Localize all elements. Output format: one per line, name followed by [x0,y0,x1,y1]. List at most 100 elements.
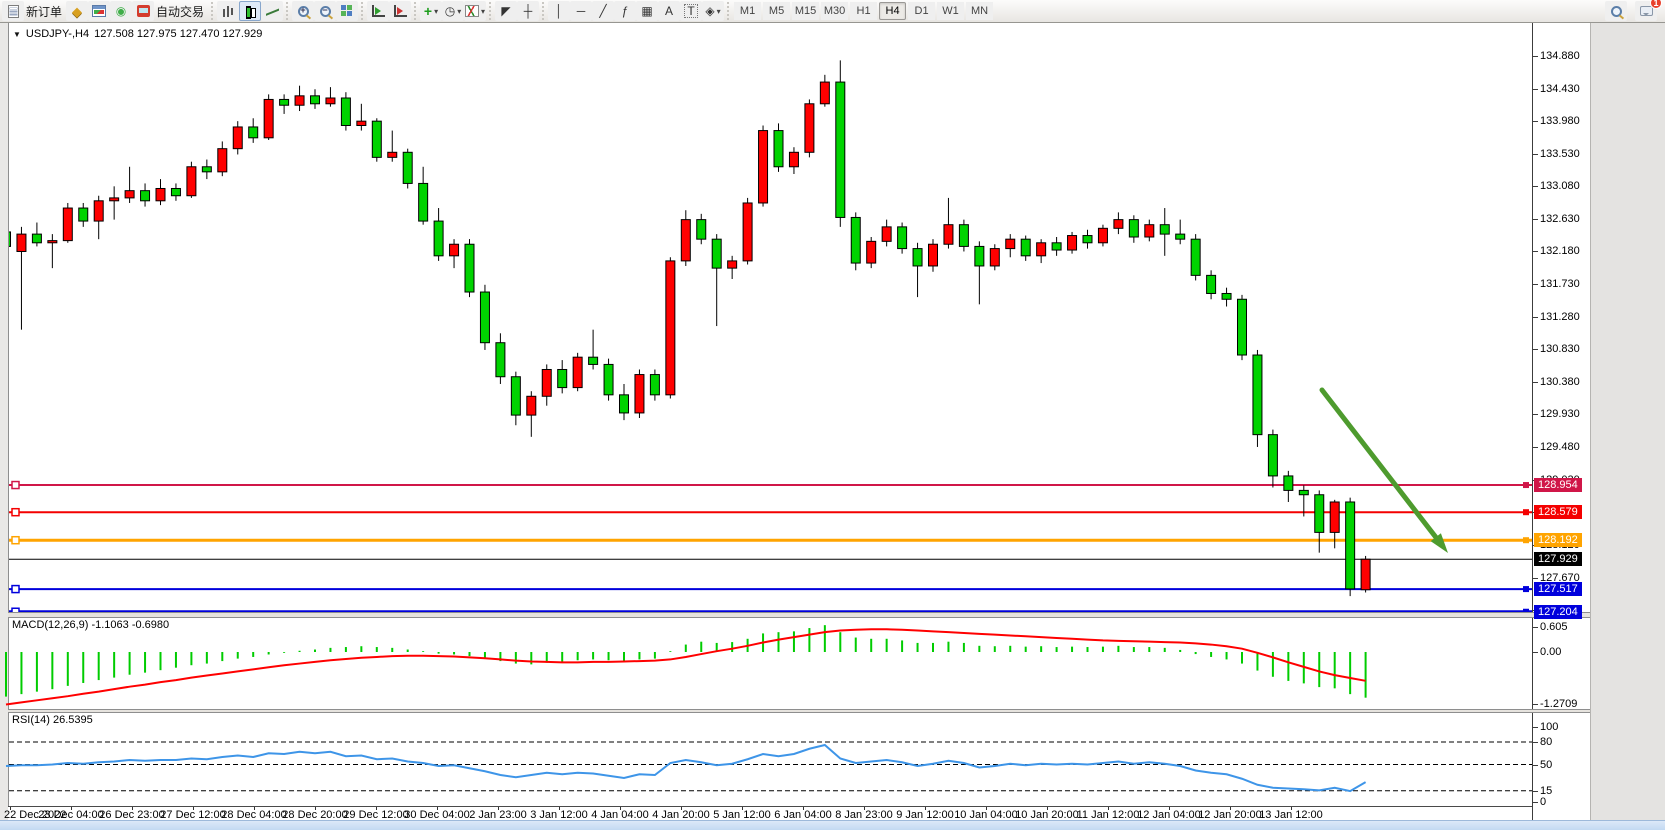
toolbar-separator [540,2,548,20]
rsi-tick-mark [1533,790,1538,792]
candle [9,231,11,247]
tf-W1[interactable]: W1 [937,2,965,20]
time-label: 5 Jan 12:00 [713,809,771,821]
rsi-axis-label: 100 [1540,721,1559,733]
add-indicator-button[interactable]: + ▾ [420,1,443,21]
candle [557,360,568,394]
period-button[interactable]: ◷ ▾ [442,1,465,21]
candle [943,197,954,249]
price-tag-128.579: 128.579 [1534,505,1582,520]
candle [1082,229,1093,249]
candle [1221,287,1232,307]
candle [665,257,676,399]
signals-button[interactable]: ◉ [110,1,133,21]
tf-M30[interactable]: M30 [821,2,849,20]
new-order-button[interactable] [2,1,24,21]
chart-ohlc-line[interactable]: ▼ USDJPY-,H4 127.508 127.975 127.470 127… [13,28,262,40]
candle [727,255,738,279]
tf-M5[interactable]: M5 [763,2,791,20]
line-chart-button[interactable] [261,1,284,21]
time-tick-mark [1230,807,1231,810]
bar-chart-button[interactable] [217,1,240,21]
new-order-label[interactable]: 新订单 [26,4,63,19]
price-tag-127.929: 127.929 [1534,552,1582,567]
candle [1175,219,1186,245]
tf-M1[interactable]: M1 [734,2,762,20]
candle [541,364,552,406]
tf-M15[interactable]: M15 [792,2,820,20]
auto-scroll-button[interactable] [367,1,390,21]
shapes-button[interactable]: ◈ ▾ [702,1,725,21]
chart-background[interactable] [8,23,1590,820]
time-axis[interactable]: 22 Dec 2022 23 Dec 04:00 26 Dec 23:00 27 De… [4,806,1532,821]
time-tick-mark [559,807,560,810]
template-button[interactable]: ▾ [464,1,487,21]
chart-shift-button[interactable] [389,1,412,21]
time-label: 10 Jan 04:00 [954,809,1018,821]
vertical-line-button[interactable]: │ [548,1,571,21]
bar-chart-icon [222,5,235,17]
horizontal-line-button[interactable]: ─ [570,1,593,21]
pane-divider-rsi[interactable] [8,709,1590,713]
tf-H4[interactable]: H4 [879,2,907,20]
tf-D1[interactable]: D1 [908,2,936,20]
candle [325,87,336,107]
candle [449,239,460,269]
rsi-axis-label: 0 [1540,796,1547,808]
notifications-button[interactable]: 1 [1635,0,1662,21]
channel-button[interactable]: ▦ [636,1,659,21]
candle [217,141,228,177]
candle [510,371,521,426]
text-button[interactable]: A [658,1,681,21]
zoom-in-button[interactable]: + [292,1,315,21]
tf-H1[interactable]: H1 [850,2,878,20]
candle [186,161,197,198]
fibonacci-button[interactable]: ƒ [614,1,637,21]
crosshair-icon: ┼ [523,4,533,18]
time-label: 12 Jan 20:00 [1198,809,1262,821]
hline-128.192[interactable] [9,535,1532,545]
macd-tick-mark [1533,704,1538,706]
autotrading-button[interactable] [132,1,155,21]
price-tick-mark [1533,414,1538,416]
hline-128.579[interactable] [9,507,1532,517]
price-tick-label: 133.080 [1540,180,1580,193]
autotrading-label[interactable]: 自动交易 [156,4,205,19]
template-icon [465,5,480,17]
candlestick-chart-button[interactable] [239,1,262,21]
search-button[interactable] [1605,1,1627,21]
time-tick-mark [132,807,133,810]
zoom-out-button[interactable]: − [314,1,337,21]
candle [47,234,58,269]
candle [294,85,305,112]
time-tick-mark [437,807,438,810]
time-tick-mark [193,807,194,810]
tf-MN[interactable]: MN [966,2,994,20]
crosshair-button[interactable]: ┼ [517,1,540,21]
tile-windows-button[interactable] [336,1,359,21]
auto-scroll-icon [371,5,385,17]
text-label-button[interactable]: T [680,1,703,21]
zoom-in-icon: + [297,5,309,17]
market-watch-button[interactable]: ◆ [66,1,89,21]
candle [340,92,351,131]
candle [16,226,27,330]
candle [758,125,769,207]
pane-divider-macd[interactable] [8,612,1590,618]
time-label: 22 Dec 2022 [4,809,67,821]
time-label: 11 Jan 12:00 [1076,809,1140,821]
candle [881,219,892,247]
cursor-button[interactable]: ◤ [495,1,518,21]
candle [62,202,73,243]
hline-127.517[interactable] [9,584,1532,594]
candle [1005,234,1016,258]
collapse-ohlc-icon[interactable]: ▼ [13,29,21,39]
candle [201,159,212,180]
chart-window-button[interactable] [88,1,111,21]
price-tick-label: 130.380 [1540,375,1580,388]
hline-128.954[interactable] [9,480,1532,490]
trendline-button[interactable]: ╱ [592,1,615,21]
trend-arrow-annotation[interactable] [1319,387,1448,553]
rsi-pane [5,741,1532,793]
